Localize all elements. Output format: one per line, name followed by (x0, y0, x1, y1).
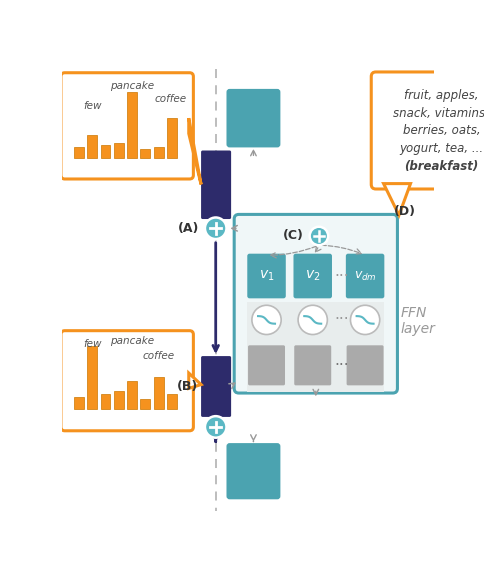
Text: $v_1$: $v_1$ (259, 269, 274, 283)
Circle shape (298, 305, 327, 335)
Bar (127, 92, 137, 158)
Bar (74, 147, 84, 158)
FancyBboxPatch shape (246, 302, 383, 391)
Circle shape (205, 416, 227, 438)
Text: (A): (A) (178, 222, 199, 235)
Text: ···: ··· (334, 358, 349, 373)
Text: ···: ··· (334, 312, 349, 327)
Text: snack, vitamins,: snack, vitamins, (393, 107, 484, 119)
FancyBboxPatch shape (247, 254, 286, 298)
Circle shape (350, 305, 380, 335)
Bar (140, 399, 150, 409)
Text: berries, oats,: berries, oats, (403, 125, 480, 137)
FancyBboxPatch shape (293, 254, 332, 298)
FancyBboxPatch shape (347, 346, 383, 385)
FancyBboxPatch shape (201, 356, 231, 417)
Text: (D): (D) (394, 205, 416, 218)
Bar (154, 147, 164, 158)
FancyBboxPatch shape (201, 150, 231, 219)
Circle shape (252, 305, 281, 335)
Text: FFN
layer: FFN layer (401, 305, 436, 336)
Bar (114, 143, 124, 158)
Text: pancake: pancake (110, 81, 154, 91)
Bar (101, 394, 110, 409)
Text: pancake: pancake (110, 336, 154, 346)
Text: (C): (C) (283, 230, 303, 242)
Bar (167, 118, 177, 158)
FancyBboxPatch shape (227, 89, 280, 148)
Text: fruit, apples,: fruit, apples, (404, 89, 479, 102)
Text: yogurt, tea, ...: yogurt, tea, ... (399, 142, 484, 155)
Text: few: few (83, 339, 102, 349)
Polygon shape (189, 373, 201, 389)
Circle shape (310, 227, 328, 245)
Text: (B): (B) (177, 379, 198, 393)
FancyBboxPatch shape (227, 443, 280, 499)
FancyBboxPatch shape (294, 346, 331, 385)
FancyBboxPatch shape (61, 73, 194, 179)
Text: (breakfast): (breakfast) (404, 160, 479, 173)
Polygon shape (189, 118, 201, 184)
Text: $v_{dm}$: $v_{dm}$ (354, 269, 377, 282)
Bar (167, 394, 177, 409)
Text: few: few (83, 101, 102, 111)
Circle shape (205, 218, 227, 239)
FancyBboxPatch shape (248, 346, 285, 385)
Bar (87, 134, 97, 158)
FancyBboxPatch shape (234, 215, 397, 393)
Polygon shape (383, 184, 410, 215)
Text: coffee: coffee (154, 94, 186, 103)
Bar (140, 149, 150, 158)
FancyBboxPatch shape (61, 331, 194, 430)
Text: ···: ··· (334, 269, 349, 284)
Text: $v_2$: $v_2$ (305, 269, 320, 283)
Bar (127, 381, 137, 409)
Bar (154, 377, 164, 409)
Bar (74, 397, 84, 409)
Bar (101, 145, 110, 158)
FancyBboxPatch shape (371, 72, 484, 189)
Text: coffee: coffee (143, 351, 175, 362)
Bar (87, 346, 97, 409)
FancyBboxPatch shape (346, 254, 384, 298)
Bar (114, 391, 124, 409)
